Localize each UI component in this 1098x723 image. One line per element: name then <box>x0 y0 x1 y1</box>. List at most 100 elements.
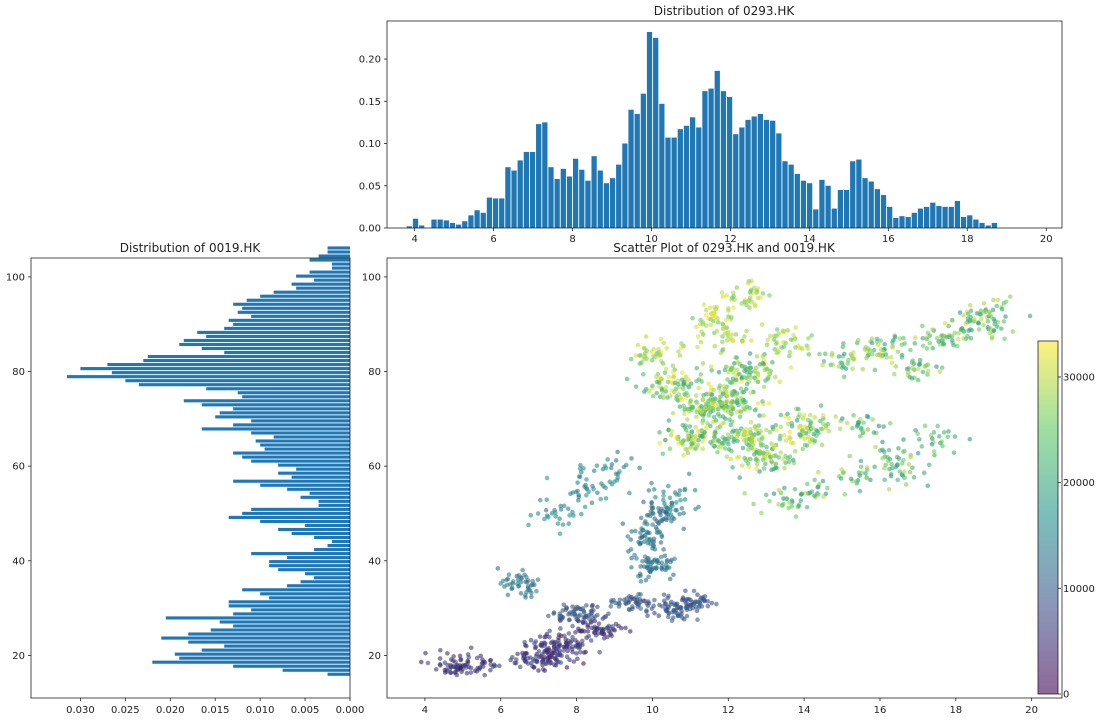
histogram-bar <box>702 91 708 229</box>
scatter-point <box>942 320 948 326</box>
scatter-point <box>897 469 903 474</box>
scatter-point <box>900 449 906 455</box>
scatter-point <box>437 656 443 661</box>
scatter-point <box>987 325 993 331</box>
scatter-point <box>789 420 795 426</box>
histogram-bar <box>327 672 350 676</box>
scatter-point <box>663 389 669 394</box>
scatter-point <box>925 368 931 374</box>
scatter-point <box>950 340 955 346</box>
scatter-point <box>737 414 743 420</box>
scatter-point <box>720 321 725 327</box>
axes-frame <box>386 20 1063 229</box>
scatter-point <box>755 372 761 378</box>
scatter-point <box>690 437 695 443</box>
scatter-point <box>575 480 580 485</box>
scatter-point <box>708 364 714 369</box>
scatter-point <box>744 302 749 308</box>
scatter-point <box>773 461 779 467</box>
scatter-point <box>796 406 801 412</box>
scatter-point <box>771 491 777 496</box>
scatter-point <box>747 360 752 366</box>
x-tick-label: 0.030 <box>66 705 95 716</box>
scatter-point <box>777 433 783 439</box>
scatter-point <box>663 516 668 521</box>
scatter-point <box>751 501 756 507</box>
scatter-point <box>821 359 827 364</box>
scatter-point <box>617 469 622 474</box>
scatter-point <box>743 458 749 463</box>
scatter-point <box>999 306 1005 312</box>
scatter-point <box>760 353 766 359</box>
scatter-point <box>700 321 706 327</box>
scatter-point <box>645 522 650 527</box>
scatter-point <box>662 553 668 559</box>
scatter-point <box>457 665 463 671</box>
scatter-point <box>759 322 765 327</box>
scatter-point <box>787 500 792 505</box>
scatter-point <box>932 452 937 458</box>
scatter-point <box>538 642 543 648</box>
scatter-point <box>920 336 926 341</box>
scatter-point <box>778 412 784 418</box>
histogram-bar <box>287 487 350 491</box>
y-tick-label: 0.10 <box>359 139 381 150</box>
histogram-bar <box>273 435 350 439</box>
scatter-point <box>433 667 439 672</box>
scatter-point <box>818 418 823 424</box>
scatter-point <box>880 439 885 445</box>
scatter-point <box>778 424 784 430</box>
scatter-point <box>649 500 654 506</box>
scatter-point <box>603 496 609 501</box>
scatter-point <box>744 328 749 334</box>
scatter-point <box>650 511 656 516</box>
scatter-point <box>599 631 605 637</box>
scatter-point <box>715 320 721 325</box>
scatter-point <box>672 389 677 395</box>
scatter-point <box>726 447 732 452</box>
scatter-point <box>670 374 676 380</box>
scatter-point <box>668 602 673 607</box>
scatter-point <box>870 417 875 422</box>
scatter-point <box>670 369 676 375</box>
histogram-bar <box>757 113 763 228</box>
histogram-bar <box>930 202 936 228</box>
scatter-point <box>920 343 926 349</box>
scatter-point <box>667 495 673 501</box>
scatter-point <box>706 391 711 397</box>
histogram-bar <box>843 189 850 228</box>
scatter-point <box>694 393 699 398</box>
scatter-point <box>901 437 906 442</box>
scatter-point <box>633 353 639 358</box>
scatter-point <box>673 607 679 613</box>
scatter-point <box>688 597 693 603</box>
histogram-bar <box>251 552 350 556</box>
colorbar: 0 10000 20000 30000 <box>1037 340 1095 701</box>
top-histogram-panel: Distribution of 0293.HK 4 6 8 10 12 14 16 18 20 0… <box>359 4 1063 245</box>
histogram-bar <box>179 656 350 660</box>
scatter-point <box>763 378 768 383</box>
scatter-point <box>738 395 744 401</box>
scatter-point <box>749 439 754 445</box>
histogram-bar <box>305 523 350 528</box>
scatter-point <box>782 485 787 491</box>
histogram-bar <box>603 183 610 228</box>
scatter-point <box>478 653 483 659</box>
scatter-point <box>565 506 571 512</box>
scatter-point <box>522 657 528 663</box>
scatter-point <box>759 436 765 442</box>
scatter-point <box>425 660 431 666</box>
scatter-point <box>708 316 714 322</box>
scatter-point <box>488 667 493 673</box>
scatter-point <box>754 466 759 471</box>
histogram-bar <box>523 151 529 228</box>
scatter-point <box>628 537 634 542</box>
scatter-point <box>957 310 963 315</box>
scatter-point <box>638 579 644 584</box>
scatter-point <box>730 465 735 470</box>
scatter-point <box>956 330 961 336</box>
histogram-bar <box>560 168 566 228</box>
scatter-point <box>696 385 701 391</box>
scatter-point <box>595 604 600 610</box>
scatter-point <box>651 353 656 359</box>
